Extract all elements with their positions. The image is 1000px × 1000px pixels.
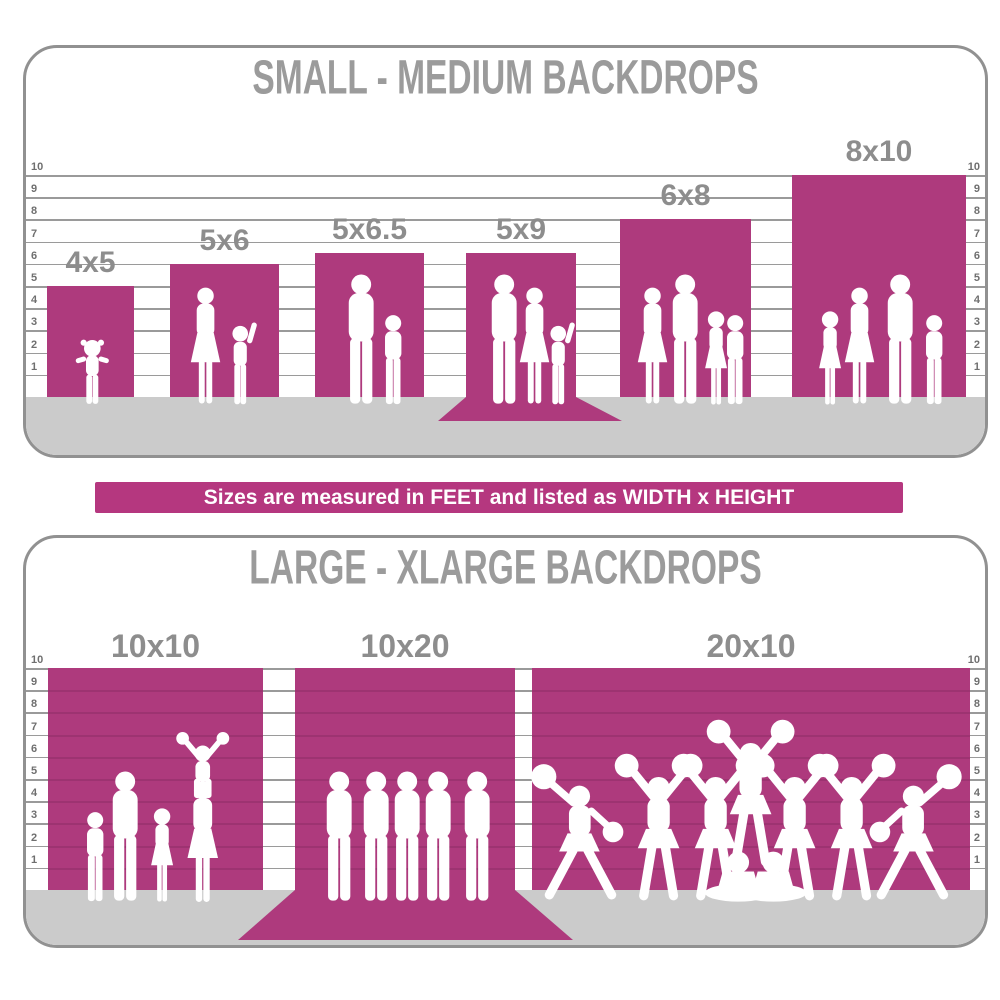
man-silhouette xyxy=(465,771,491,901)
scale-tick-label: 6 xyxy=(973,742,980,755)
gridline-overlay xyxy=(295,690,515,693)
gridline-overlay xyxy=(48,867,263,870)
scale-tick-label: 4 xyxy=(31,787,38,800)
panel-large-xlarge-backdrops: LARGE - XLARGE BACKDROPS 1 1 2 2 3 3 4 4 5 5 6 6 7 7 8… xyxy=(23,535,988,948)
scale-tick-label: 3 xyxy=(31,316,38,329)
cheer-lunge-left-silhouette xyxy=(527,762,625,902)
scale-tick-label: 4 xyxy=(973,294,980,307)
gridline-overlay xyxy=(48,690,263,693)
small-medium-stage: 1 1 2 2 3 3 4 4 5 5 6 6 7 7 8 8 9 9 10 10 4x5 5x6 5x6.5 5x9 6x8 8… xyxy=(26,48,985,455)
gridline xyxy=(26,197,985,199)
scale-tick-label: 1 xyxy=(31,360,38,373)
scale-tick-label: 2 xyxy=(31,831,38,844)
scale-tick-label: 7 xyxy=(31,720,38,733)
gridline-overlay xyxy=(48,734,263,737)
gridline xyxy=(26,241,985,244)
boy-silhouette xyxy=(926,315,943,405)
scale-tick-label: 1 xyxy=(973,853,980,866)
child-silhouette xyxy=(231,321,257,405)
gridline-overlay xyxy=(532,712,970,715)
scale-tick-label: 7 xyxy=(973,720,980,733)
scale-tick-label: 10 xyxy=(967,161,980,173)
gridline-overlay xyxy=(532,867,970,870)
scale-tick-label: 6 xyxy=(973,249,980,262)
backdrop-size-label: 5x6.5 xyxy=(331,213,408,246)
gridline-overlay xyxy=(48,756,263,759)
scale-tick-label: 6 xyxy=(31,249,38,262)
gridline-overlay xyxy=(48,712,263,715)
scale-tick-label: 2 xyxy=(973,831,980,844)
gridline-overlay xyxy=(532,690,970,693)
backdrop-size-label: 5x9 xyxy=(495,213,547,246)
backdrop-size-label: 10x20 xyxy=(360,628,450,664)
gridline-overlay xyxy=(532,734,970,737)
scale-tick-label: 8 xyxy=(973,698,980,711)
scale-tick-label: 3 xyxy=(973,316,980,329)
panel-title-row: SMALL - MEDIUM BACKDROPS xyxy=(26,51,985,105)
scale-tick-label: 3 xyxy=(973,809,980,822)
backdrop-bar-5x6 xyxy=(170,264,279,397)
scale-tick-label: 6 xyxy=(31,742,38,755)
boy-silhouette xyxy=(385,315,402,405)
measurement-note-text: Sizes are measured in FEET and listed as… xyxy=(203,486,795,509)
woman-with-child-silhouette xyxy=(166,731,240,902)
scale-tick-label: 2 xyxy=(31,338,38,351)
toddler-silhouette xyxy=(75,339,110,405)
scale-tick-label: 2 xyxy=(973,338,980,351)
scale-tick-label: 8 xyxy=(31,205,38,218)
backdrop-size-label: 5x6 xyxy=(199,224,250,257)
backdrop-size-label: 20x10 xyxy=(706,628,796,664)
gridline-overlay xyxy=(295,756,515,759)
scale-tick-label: 10 xyxy=(31,654,44,666)
scale-tick-label: 4 xyxy=(973,787,980,800)
backdrop-size-label: 8x10 xyxy=(845,135,913,168)
scale-tick-label: 9 xyxy=(973,183,980,196)
scale-tick-label: 5 xyxy=(31,272,38,284)
large-xlarge-stage: 1 1 2 2 3 3 4 4 5 5 6 6 7 7 8 8 9 9 10 10 10x10 10x20 20x10 xyxy=(26,538,985,945)
gridline-overlay xyxy=(295,734,515,737)
boy-silhouette xyxy=(727,315,744,405)
scale-tick-label: 7 xyxy=(31,227,38,240)
panel-title: LARGE - XLARGE BACKDROPS xyxy=(249,541,762,595)
scale-tick-label: 9 xyxy=(31,676,38,689)
gridline-overlay xyxy=(48,823,263,826)
panel-title-row: LARGE - XLARGE BACKDROPS xyxy=(26,541,985,595)
scale-tick-label: 5 xyxy=(973,272,980,284)
scale-tick-label: 1 xyxy=(31,853,38,866)
gridline xyxy=(26,219,985,221)
scale-tick-label: 10 xyxy=(31,161,44,173)
gridline-overlay xyxy=(48,801,263,804)
scale-tick-label: 9 xyxy=(31,183,38,196)
child-silhouette xyxy=(550,321,576,405)
scale-tick-label: 1 xyxy=(973,360,980,373)
scale-tick-label: 9 xyxy=(973,676,980,689)
cheer-lunge-right-silhouette xyxy=(868,762,966,902)
scale-tick-label: 5 xyxy=(31,765,38,777)
panel-small-medium-backdrops: SMALL - MEDIUM BACKDROPS 1 1 2 2 3 3 4 4 5 5 6 6 7 7 8… xyxy=(23,45,988,458)
scale-tick-label: 8 xyxy=(973,205,980,218)
panel-title: SMALL - MEDIUM BACKDROPS xyxy=(252,51,759,105)
scale-tick-label: 8 xyxy=(31,698,38,711)
gridline-overlay xyxy=(295,712,515,715)
gridline xyxy=(26,175,985,177)
backdrop-size-label: 6x8 xyxy=(660,179,711,212)
gridline-overlay xyxy=(532,845,970,848)
scale-tick-label: 4 xyxy=(31,294,38,307)
scale-tick-label: 7 xyxy=(973,227,980,240)
measurement-note-banner: Sizes are measured in FEET and listed as… xyxy=(95,482,903,513)
scale-tick-label: 5 xyxy=(973,765,980,777)
backdrop-size-label: 10x10 xyxy=(111,628,200,664)
scale-tick-label: 10 xyxy=(967,654,980,666)
backdrop-size-label: 4x5 xyxy=(65,246,116,279)
scale-tick-label: 3 xyxy=(31,809,38,822)
gridline-overlay xyxy=(48,779,263,781)
gridline-overlay xyxy=(532,823,970,826)
